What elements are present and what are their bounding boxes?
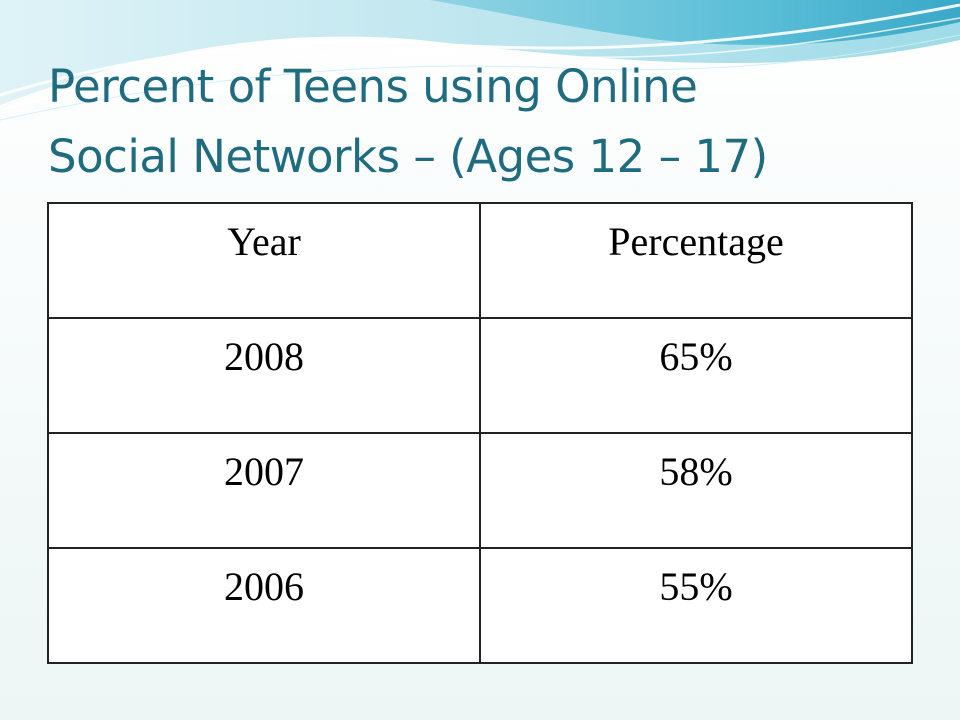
cell-year: 2006: [47, 547, 481, 664]
data-table: Year Percentage 2008 65% 2007 58% 2006 5…: [47, 202, 913, 664]
slide-title-line-1: Percent of Teens using Online: [48, 60, 698, 113]
table-row: 2006 55%: [47, 547, 913, 664]
table-row: 2007 58%: [47, 432, 913, 549]
cell-percentage: 65%: [479, 317, 913, 434]
table-row: 2008 65%: [47, 317, 913, 434]
cell-year: 2007: [47, 432, 481, 549]
header-percentage: Percentage: [479, 202, 913, 319]
table-header-row: Year Percentage: [47, 202, 913, 319]
decorative-wave-header: [0, 0, 960, 121]
slide-title-line-2: Social Networks – (Ages 12 – 17): [48, 130, 768, 183]
slide-title: Percent of Teens using Online Social Net…: [48, 52, 928, 192]
cell-percentage: 55%: [479, 547, 913, 664]
cell-percentage: 58%: [479, 432, 913, 549]
header-year: Year: [47, 202, 481, 319]
cell-year: 2008: [47, 317, 481, 434]
